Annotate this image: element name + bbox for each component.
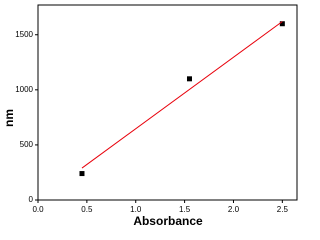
fit-line [81, 21, 283, 169]
x-tick-label: 2.5 [277, 205, 289, 214]
plot-frame [37, 4, 298, 201]
data-point [279, 21, 285, 27]
x-tick-label: 1.5 [179, 205, 191, 214]
y-tick-label: 1500 [15, 30, 33, 39]
x-tick-label: 2.0 [228, 205, 240, 214]
data-point [186, 76, 192, 82]
x-tick-label: 1.0 [130, 205, 142, 214]
y-tick-label: 500 [20, 140, 34, 149]
y-axis-title: nm [2, 109, 16, 127]
x-tick-label: 0.0 [32, 205, 44, 214]
x-axis-title: Absorbance [133, 214, 203, 228]
x-tick-label: 0.5 [81, 205, 93, 214]
y-tick-label: 1000 [15, 85, 33, 94]
chart: Absorbance nm 0.0 0.5 1.0 1.5 2.0 2.5 0 500 1000… [2, 4, 298, 228]
data-point [79, 171, 85, 177]
y-tick-label: 0 [29, 195, 34, 204]
